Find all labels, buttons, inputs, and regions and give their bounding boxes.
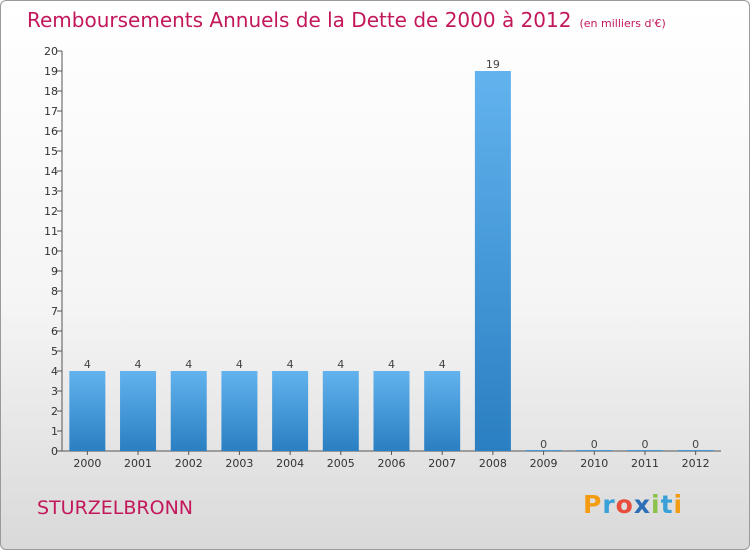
bar-data-label: 0 [540, 438, 547, 451]
commune-name: STURZELBRONN [37, 497, 193, 519]
bar [626, 450, 663, 451]
bar [221, 371, 258, 451]
bar [322, 371, 359, 451]
y-tick-label: 19 [44, 65, 58, 78]
bar [373, 371, 410, 451]
y-tick-label: 7 [51, 305, 58, 318]
bar [69, 371, 106, 451]
y-tick-label: 3 [51, 385, 58, 398]
y-tick-label: 5 [51, 345, 58, 358]
x-tick-label: 2011 [631, 457, 659, 470]
x-tick-label: 2005 [327, 457, 355, 470]
proxiti-logo: Proxiti [583, 490, 684, 519]
y-tick-label: 14 [44, 165, 58, 178]
bar [272, 371, 309, 451]
bar-data-label: 4 [185, 358, 192, 371]
bar-data-label: 4 [287, 358, 294, 371]
y-tick-label: 16 [44, 125, 58, 138]
bar [474, 71, 511, 451]
y-tick-label: 6 [51, 325, 58, 338]
bar-data-label: 4 [439, 358, 446, 371]
bar [170, 371, 207, 451]
x-tick-label: 2009 [530, 457, 558, 470]
bar-data-label: 0 [641, 438, 648, 451]
y-tick-label: 11 [44, 225, 58, 238]
y-tick-label: 17 [44, 105, 58, 118]
y-tick-label: 18 [44, 85, 58, 98]
chart-title-text: Remboursements Annuels de la Dette de 20… [27, 8, 572, 32]
y-tick-label: 0 [51, 445, 58, 458]
y-tick-label: 4 [51, 365, 58, 378]
y-tick-label: 13 [44, 185, 58, 198]
y-tick-label: 12 [44, 205, 58, 218]
x-tick-label: 2000 [73, 457, 101, 470]
bar-data-label: 0 [591, 438, 598, 451]
bar-data-label: 4 [84, 358, 91, 371]
x-tick-label: 2012 [682, 457, 710, 470]
x-tick-label: 2004 [276, 457, 304, 470]
bar-data-label: 4 [337, 358, 344, 371]
chart-bars: 4 4 4 4 4 4 4 4 19 0 0 0 0 [69, 58, 714, 451]
bar-data-label: 4 [236, 358, 243, 371]
x-tick-label: 2010 [580, 457, 608, 470]
y-tick-label: 9 [51, 265, 58, 278]
bar-data-label: 0 [692, 438, 699, 451]
y-tick-label: 2 [51, 405, 58, 418]
y-tick-label: 15 [44, 145, 58, 158]
y-tick-label: 1 [51, 425, 58, 438]
bar-data-label: 4 [388, 358, 395, 371]
y-tick-label: 8 [51, 285, 58, 298]
bar [424, 371, 461, 451]
bar-data-label: 19 [486, 58, 500, 71]
x-tick-label: 2001 [124, 457, 152, 470]
chart-unit: (en milliers d'€) [579, 17, 666, 30]
y-tick-label: 10 [44, 245, 58, 258]
x-tick-label: 2007 [428, 457, 456, 470]
bar [576, 450, 613, 451]
x-tick-label: 2006 [378, 457, 406, 470]
x-tick-label: 2002 [175, 457, 203, 470]
x-tick-label: 2008 [479, 457, 507, 470]
x-tick-label: 2003 [225, 457, 253, 470]
bar [677, 450, 714, 451]
bar [120, 371, 157, 451]
bar [525, 450, 562, 451]
chart-title: Remboursements Annuels de la Dette de 20… [27, 8, 666, 32]
bar-data-label: 4 [135, 358, 142, 371]
y-tick-label: 20 [44, 45, 58, 58]
